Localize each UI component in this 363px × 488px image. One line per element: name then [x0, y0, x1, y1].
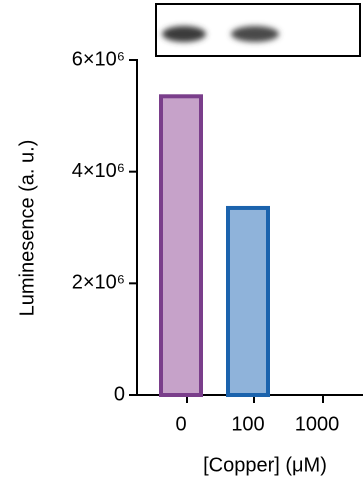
- y-axis-title: Luminesence (a. u.): [16, 140, 38, 317]
- y-tick-label: 6×10⁶: [72, 48, 125, 70]
- x-tick-label: 0: [175, 413, 186, 435]
- y-tick-label: 0: [114, 383, 125, 405]
- chart: [Copper] (μM) Luminesence (a. u.) 0 2×10⁶…: [0, 0, 363, 488]
- blot-inset: [156, 4, 360, 56]
- bar: [228, 208, 268, 395]
- x-tick-label: 100: [231, 413, 264, 435]
- y-tick-label: 4×10⁶: [72, 160, 125, 182]
- bar: [161, 96, 201, 395]
- y-tick-label: 2×10⁶: [72, 272, 125, 294]
- x-tick-label: 1000: [295, 413, 340, 435]
- x-axis-title: [Copper] (μM): [203, 454, 327, 476]
